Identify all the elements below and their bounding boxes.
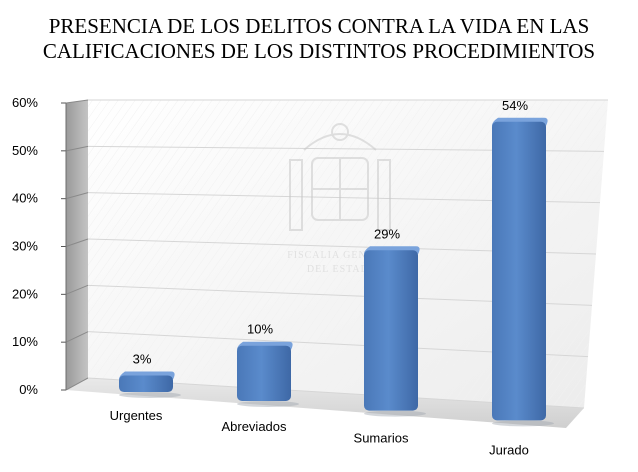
y-tick-label: 50% [12, 143, 38, 158]
y-tick-label: 30% [12, 239, 38, 254]
category-label: Abreviados [221, 419, 287, 434]
side-wall [66, 100, 88, 390]
category-label: Urgentes [110, 408, 163, 423]
gridline-side [65, 331, 89, 343]
bar-sumarios [364, 246, 426, 417]
category-labels: Urgentes Abreviados Sumarios Jurado [110, 408, 529, 457]
data-label: 10% [247, 322, 273, 337]
gridline-side [65, 377, 89, 391]
data-label: 29% [374, 226, 400, 241]
bar-shadow [119, 392, 181, 399]
bar-jurado [492, 117, 554, 427]
y-tick-label: 20% [12, 286, 38, 301]
bar-abreviados [237, 341, 299, 407]
back-wall-pattern [88, 100, 608, 408]
gridline-side [65, 145, 89, 152]
coat-of-arms-icon [289, 123, 391, 231]
chart-title-line-1: PRESENCIA DE LOS DELITOS CONTRA LA VIDA … [49, 14, 590, 38]
gridline-side [65, 284, 89, 295]
data-label: 54% [502, 98, 528, 113]
data-label: 3% [133, 351, 152, 366]
data-labels: 3% 10% 29% 54% [133, 98, 529, 367]
y-axis-ticks: 0% 10% 20% 30% 40% 50% 60% [12, 95, 67, 397]
y-tick-label: 40% [12, 191, 38, 206]
bar-shadow [492, 420, 554, 427]
y-tick-label: 10% [12, 334, 38, 349]
bar-front [364, 250, 418, 411]
bar-shadow [364, 410, 426, 417]
bar-front [119, 375, 173, 393]
y-tick-label: 60% [12, 95, 38, 110]
gridline-side [65, 99, 89, 104]
bar-shadow [237, 400, 299, 407]
gridline-side [65, 192, 89, 200]
watermark: FISCALIA GENERAL DEL ESTADO [287, 123, 397, 275]
y-tick-label: 0% [19, 382, 38, 397]
floor [66, 378, 584, 428]
gridline-side [65, 238, 89, 247]
chart-title-line-2: CALIFICACIONES DE LOS DISTINTOS PROCEDIM… [43, 39, 595, 63]
bar-front [237, 345, 291, 401]
category-label: Sumarios [354, 431, 409, 446]
bar-front [492, 121, 546, 421]
bar-urgentes [119, 371, 181, 399]
category-label: Jurado [489, 442, 529, 457]
bars [119, 117, 554, 427]
watermark-line-2: DEL ESTADO [307, 264, 377, 275]
watermark-line-1: FISCALIA GENERAL [287, 250, 397, 261]
